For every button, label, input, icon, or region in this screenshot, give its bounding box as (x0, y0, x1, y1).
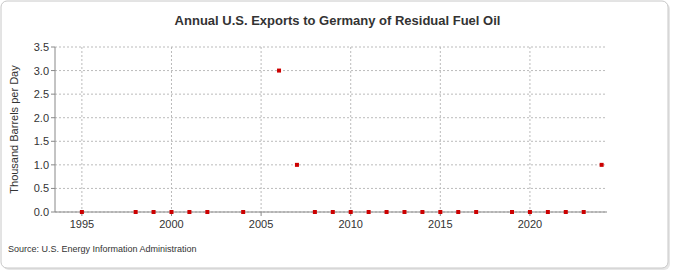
tick-label: 2.0 (34, 112, 49, 124)
point (546, 210, 550, 214)
point (528, 210, 532, 214)
grid-line (55, 164, 607, 165)
point (474, 210, 478, 214)
point (313, 210, 317, 214)
grid-line (350, 47, 351, 212)
frame (1, 1, 668, 268)
tick (261, 212, 262, 216)
tick-label: 2020 (518, 218, 542, 230)
point (205, 210, 209, 214)
point (564, 210, 568, 214)
point (600, 163, 604, 167)
grid-line (55, 141, 607, 142)
point (277, 69, 281, 73)
grid-line (55, 47, 607, 48)
source: Source: U.S. Energy Information Administ… (8, 244, 197, 254)
tick (51, 188, 55, 189)
tick (51, 164, 55, 165)
points (80, 69, 604, 214)
grid-line (55, 94, 607, 95)
tick-label: 2.5 (34, 88, 49, 100)
tick-label: 0.0 (34, 206, 49, 218)
title: Annual U.S. Exports to Germany of Residu… (175, 13, 501, 28)
grid-line (81, 47, 82, 212)
point (295, 163, 299, 167)
tick-label: 1.0 (34, 159, 49, 171)
tick-label: 1.5 (34, 135, 49, 147)
y-axis (55, 47, 56, 212)
grid-line (55, 70, 607, 71)
tick-label: 1995 (70, 218, 94, 230)
grid-line (55, 188, 607, 189)
point (349, 210, 353, 214)
point (456, 210, 460, 214)
point (582, 210, 586, 214)
point (385, 210, 389, 214)
point (134, 210, 138, 214)
tick-label: 2005 (249, 218, 273, 230)
point (187, 210, 191, 214)
point (331, 210, 335, 214)
point (438, 210, 442, 214)
grid-line (440, 47, 441, 212)
grid-line (529, 47, 530, 212)
point (152, 210, 156, 214)
point (367, 210, 371, 214)
point (241, 210, 245, 214)
y-label: Thousand Barrels per Day (8, 65, 20, 194)
point (420, 210, 424, 214)
chart: Annual U.S. Exports to Germany of Residu… (0, 0, 675, 275)
tick-label: 2010 (338, 218, 362, 230)
tick-label: 2000 (159, 218, 183, 230)
tick-label: 3.0 (34, 65, 49, 77)
point (80, 210, 84, 214)
point (169, 210, 173, 214)
tick (51, 141, 55, 142)
grid-line (55, 117, 607, 118)
tick (51, 47, 55, 48)
tick (51, 70, 55, 71)
tick-label: 3.5 (34, 41, 49, 53)
tick-label: 2015 (428, 218, 452, 230)
tick (51, 117, 55, 118)
point (510, 210, 514, 214)
grid-line (171, 47, 172, 212)
grid-line (261, 47, 262, 212)
tick-label: 0.5 (34, 182, 49, 194)
tick (51, 212, 55, 213)
tick (51, 94, 55, 95)
point (402, 210, 406, 214)
